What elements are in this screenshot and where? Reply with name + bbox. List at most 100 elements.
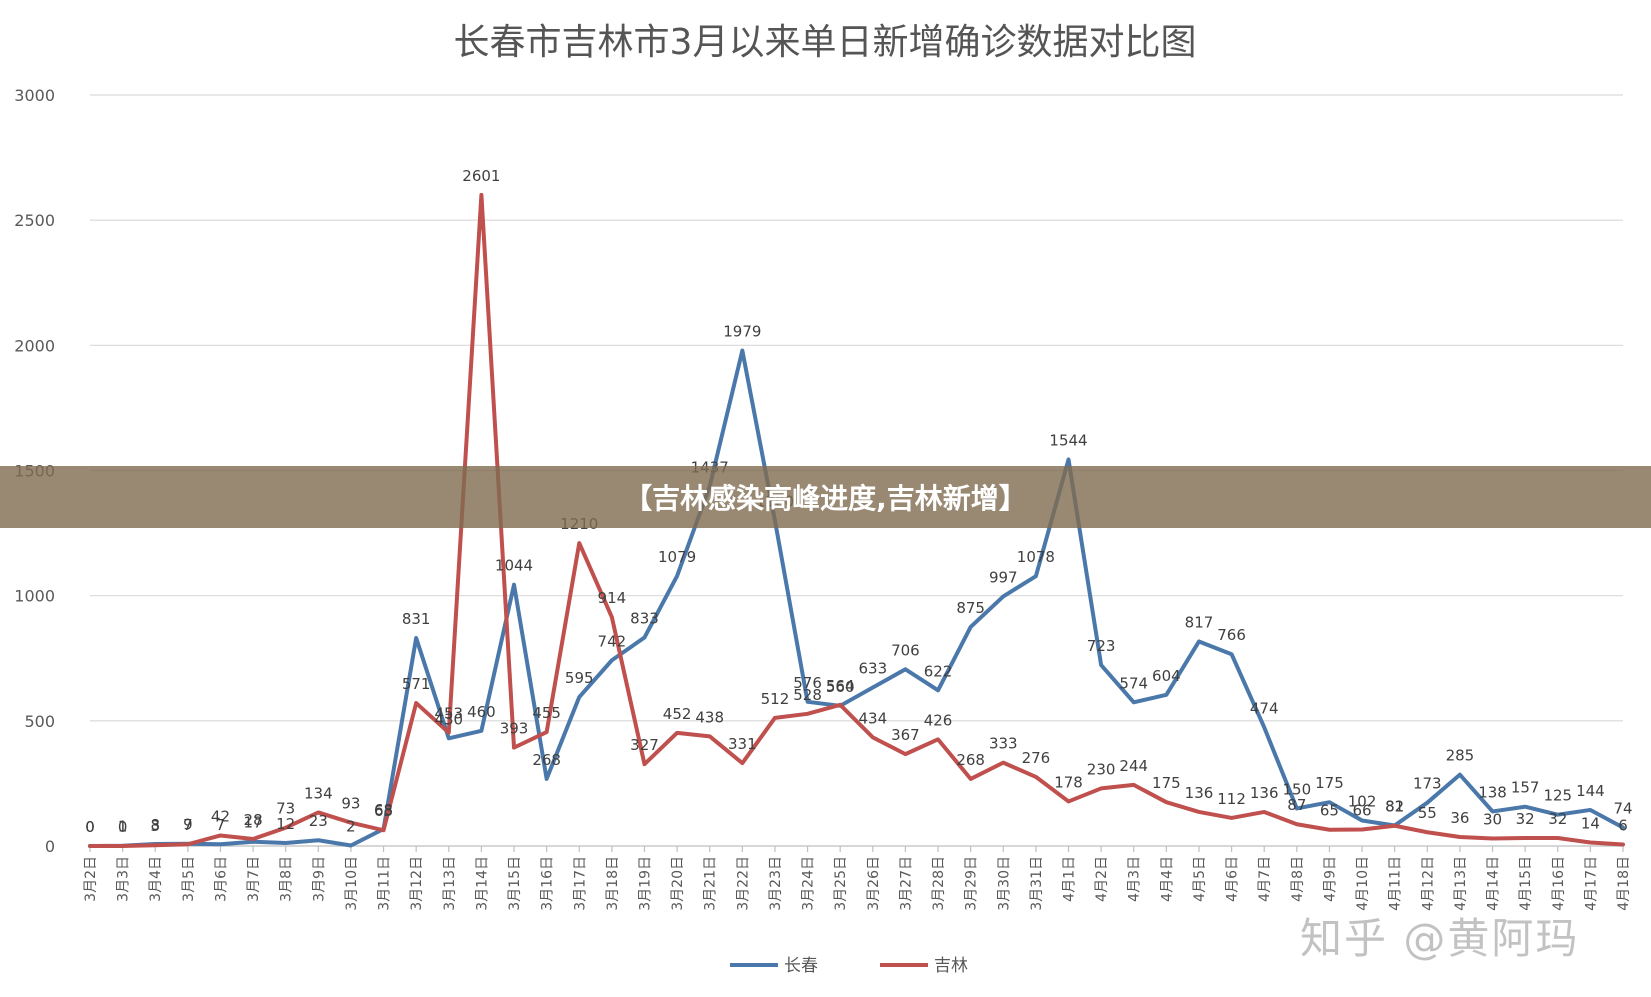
data-label: 138 <box>1478 783 1507 801</box>
legend-label: 吉林 <box>934 956 968 976</box>
x-tick-label: 4月12日 <box>1420 856 1436 911</box>
x-tick-label: 4月1日 <box>1062 856 1078 902</box>
data-label: 28 <box>244 811 263 829</box>
x-tick-label: 3月12日 <box>409 856 425 911</box>
x-tick-label: 3月15日 <box>507 856 523 911</box>
data-label: 1544 <box>1049 431 1087 449</box>
data-label: 766 <box>1217 626 1246 644</box>
data-label: 1979 <box>723 323 761 341</box>
x-tick-label: 3月3日 <box>116 856 132 902</box>
x-tick-label: 3月18日 <box>605 856 621 911</box>
data-label: 1078 <box>1017 548 1055 566</box>
data-label: 30 <box>1483 810 1502 828</box>
data-label: 564 <box>826 677 855 695</box>
data-label: 434 <box>858 709 887 727</box>
y-tick-label: 0 <box>45 837 55 856</box>
y-tick-label: 3000 <box>14 86 55 105</box>
x-tick-label: 4月15日 <box>1518 856 1534 911</box>
data-label: 63 <box>374 802 393 820</box>
data-label: 633 <box>858 660 887 678</box>
data-label: 833 <box>630 609 659 627</box>
x-tick-label: 3月21日 <box>703 856 719 911</box>
x-tick-label: 4月14日 <box>1486 856 1502 911</box>
data-label: 136 <box>1185 784 1214 802</box>
data-label: 474 <box>1250 699 1279 717</box>
x-tick-label: 3月9日 <box>311 856 327 902</box>
y-tick-label: 2000 <box>14 336 55 355</box>
data-label: 268 <box>532 751 561 769</box>
data-label: 817 <box>1185 613 1214 631</box>
x-tick-label: 3月23日 <box>768 856 784 911</box>
data-label: 2601 <box>462 167 500 185</box>
x-tick-label: 3月27日 <box>898 856 914 911</box>
data-label: 1079 <box>658 548 696 566</box>
data-label: 68 <box>374 801 393 819</box>
x-tick-label: 3月31日 <box>1029 856 1045 911</box>
x-tick-label: 4月13日 <box>1453 856 1469 911</box>
series-line-changchun <box>88 348 1625 848</box>
data-label: 2 <box>346 817 356 835</box>
x-tick-label: 3月2日 <box>83 856 99 902</box>
data-label: 574 <box>1119 674 1148 692</box>
data-label: 595 <box>565 669 594 687</box>
x-tick-label: 3月25日 <box>833 856 849 911</box>
x-tick-label: 4月3日 <box>1127 856 1143 902</box>
data-label: 622 <box>924 662 953 680</box>
data-label: 173 <box>1413 775 1442 793</box>
data-label: 331 <box>728 735 757 753</box>
data-label: 276 <box>1022 749 1051 767</box>
legend-label: 长春 <box>784 956 818 976</box>
data-label: 576 <box>793 674 822 692</box>
x-tick-label: 4月4日 <box>1159 856 1175 902</box>
x-tick-label: 3月5日 <box>181 856 197 902</box>
data-label: 571 <box>402 675 431 693</box>
data-label: 93 <box>341 795 360 813</box>
data-label: 268 <box>956 751 985 769</box>
series-line-jilin <box>88 192 1625 848</box>
data-label: 230 <box>1087 760 1116 778</box>
legend: 长春 吉林 <box>730 956 968 976</box>
x-tick-label: 3月10日 <box>344 856 360 911</box>
x-tick-label: 4月5日 <box>1192 856 1208 902</box>
data-label: 0 <box>85 818 95 836</box>
data-label: 157 <box>1511 779 1540 797</box>
x-tick-label: 3月4日 <box>148 856 164 902</box>
data-label: 438 <box>695 708 724 726</box>
data-label: 12 <box>276 815 295 833</box>
data-label: 560 <box>826 678 855 696</box>
x-tick-label: 3月14日 <box>474 856 490 911</box>
data-label: 0 <box>85 818 95 836</box>
data-label: 914 <box>598 589 627 607</box>
x-tick-label: 4月6日 <box>1225 856 1241 902</box>
data-label: 102 <box>1348 792 1377 810</box>
data-label: 875 <box>956 599 985 617</box>
x-tick-label: 3月29日 <box>964 856 980 911</box>
x-tick-label: 3月8日 <box>279 856 295 902</box>
data-label: 14 <box>1581 814 1600 832</box>
data-label: 175 <box>1152 774 1181 792</box>
x-tick-label: 3月22日 <box>735 856 751 911</box>
x-tick-label: 3月30日 <box>996 856 1012 911</box>
data-label: 455 <box>532 704 561 722</box>
data-label: 73 <box>276 800 295 818</box>
data-label: 7 <box>183 816 193 834</box>
data-label: 134 <box>304 784 333 802</box>
data-label: 32 <box>1548 810 1567 828</box>
data-label: 452 <box>663 705 692 723</box>
data-label: 136 <box>1250 784 1279 802</box>
data-label: 393 <box>500 720 529 738</box>
data-label: 327 <box>630 736 659 754</box>
x-tick-label: 3月16日 <box>540 856 556 911</box>
x-tick-label: 4月7日 <box>1257 856 1273 902</box>
data-label: 23 <box>309 812 328 830</box>
data-label: 55 <box>1418 804 1437 822</box>
data-label: 742 <box>598 632 627 650</box>
y-tick-label: 1000 <box>14 587 55 606</box>
data-label: 87 <box>1287 796 1306 814</box>
data-label: 285 <box>1446 747 1475 765</box>
data-label: 112 <box>1217 790 1246 808</box>
x-tick-label: 3月13日 <box>442 856 458 911</box>
x-tick-label: 3月7日 <box>246 856 262 902</box>
data-label: 6 <box>1618 816 1628 834</box>
data-label: 3 <box>150 817 160 835</box>
